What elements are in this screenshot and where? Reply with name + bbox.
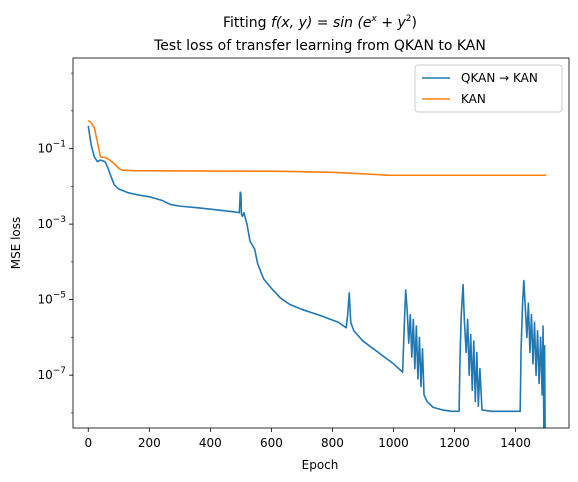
y-tick-label: 10−5: [37, 291, 66, 307]
y-tick-label: 10−3: [37, 215, 66, 231]
x-tick-label: 1200: [439, 436, 470, 450]
chart-title-line1: Fitting f(x, y) = sin (ex + y2): [223, 14, 417, 31]
x-tick-label: 0: [84, 436, 92, 450]
y-axis: 10−7 10−5 10−3 10−1: [37, 72, 73, 414]
y-axis-label: MSE loss: [9, 217, 23, 270]
legend-box: [414, 64, 563, 113]
legend-label-kan: KAN: [461, 92, 486, 106]
series-line-kan: [87, 120, 547, 177]
y-tick-label: 10−7: [37, 366, 66, 382]
x-tick-label: 1400: [500, 436, 531, 450]
chart-title-line2: Test loss of transfer learning from QKAN…: [153, 38, 486, 54]
series-line-qkan-kan: [87, 125, 546, 428]
x-tick-label: 400: [199, 436, 222, 450]
x-tick-label: 800: [321, 436, 344, 450]
x-tick-label: 1000: [378, 436, 409, 450]
y-tick-label: 10−1: [37, 140, 66, 156]
x-axis: 0 200 400 600 800 1000 1200 1400: [84, 428, 531, 450]
legend: QKAN → KAN KAN: [414, 64, 563, 113]
plot-frame: [72, 57, 570, 429]
x-axis-label: Epoch: [302, 458, 339, 472]
legend-label-qkan-kan: QKAN → KAN: [461, 71, 538, 85]
x-tick-label: 600: [260, 436, 283, 450]
series-layer: [87, 120, 547, 428]
x-tick-label: 200: [138, 436, 161, 450]
